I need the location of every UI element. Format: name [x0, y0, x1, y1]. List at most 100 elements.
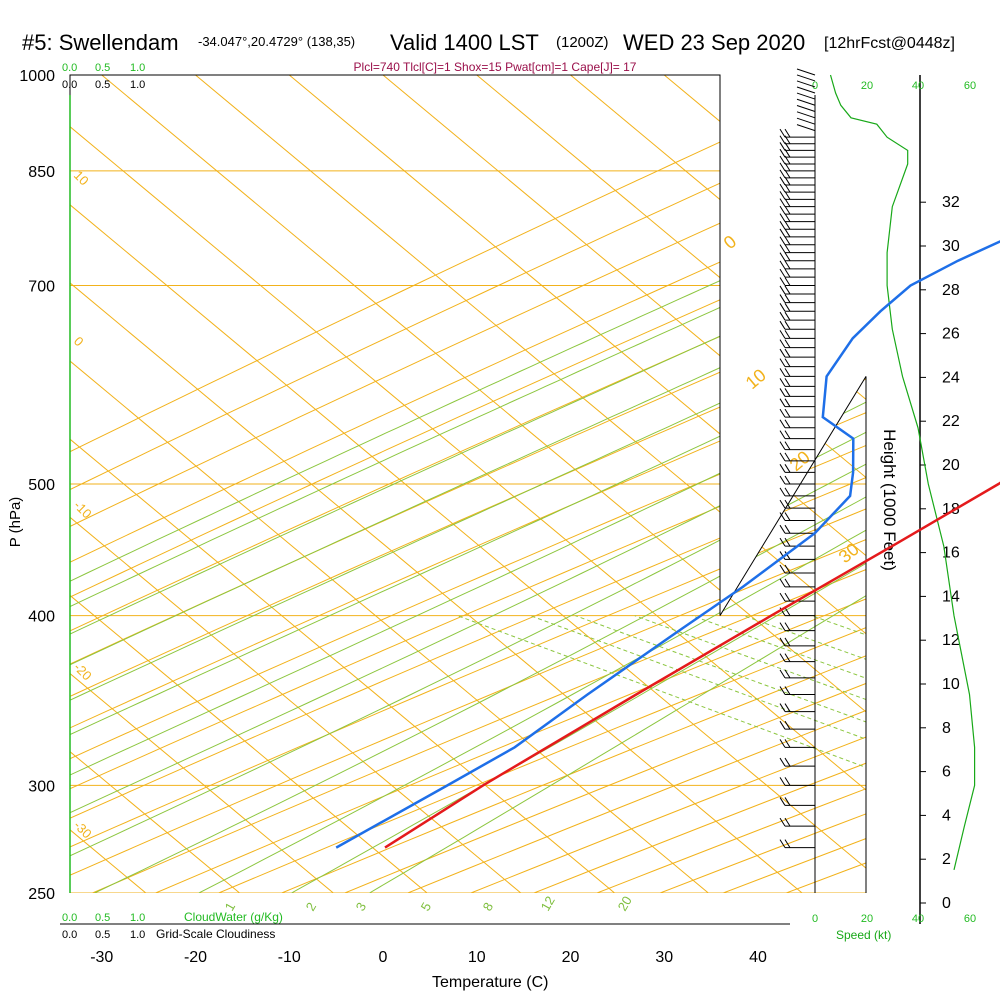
wind-barb-flag	[784, 686, 791, 695]
wind-barb-flag	[779, 512, 786, 521]
wind-barb-flag	[784, 330, 791, 339]
wind-barb	[796, 105, 816, 112]
moist-adiabat-line	[291, 75, 866, 893]
wind-barb-flag	[779, 330, 786, 339]
moist-adiabat-line	[70, 75, 866, 893]
wind-barb-flag	[784, 564, 791, 574]
height-tick-label: 32	[942, 194, 960, 211]
wind-barb-flag	[779, 268, 786, 278]
forecast-tag: [12hrFcst@0448z]	[824, 35, 955, 52]
wind-barb-flag	[779, 564, 786, 574]
height-tick-label: 24	[942, 369, 960, 386]
mixing-ratio-line	[691, 615, 866, 893]
wind-barb-flag	[779, 487, 786, 497]
dry-adiabat-line	[70, 75, 866, 893]
wind-barb-flag	[784, 720, 791, 730]
speed-tick-top: 20	[861, 80, 873, 92]
dry-adiabat-line	[70, 75, 866, 893]
wind-barb-flag	[779, 475, 786, 485]
wind-barb-flag	[784, 398, 791, 407]
wind-barb	[796, 117, 816, 125]
height-tick-label: 22	[942, 413, 960, 430]
wind-barb-flag	[784, 669, 791, 679]
dry-adiabat-label: -10	[71, 498, 95, 522]
isotherm-line	[70, 75, 240, 893]
wind-barb-flag	[779, 358, 786, 367]
wind-barb-flag	[779, 703, 786, 712]
wind-barb-flag	[779, 499, 786, 509]
wind-barb-flag	[779, 464, 786, 473]
wind-barb-flag	[779, 348, 786, 358]
wind-barb-flag	[784, 348, 791, 358]
wind-barb-flag	[779, 198, 786, 207]
wind-barb-flag	[784, 512, 791, 521]
wind-barb-flag	[784, 128, 791, 138]
dry-adiabat-line	[70, 75, 866, 893]
temperature-tick-label: 30	[655, 949, 673, 966]
wind-barb-flag	[784, 622, 791, 631]
wind-barb-flag	[779, 213, 786, 222]
wind-barb-flag	[784, 220, 791, 230]
wind-barb-flag	[784, 537, 791, 547]
wind-barb-flag	[784, 475, 791, 485]
wind-speed-line	[829, 74, 976, 871]
wind-barb-flag	[779, 578, 786, 588]
cloudiness-label: Grid-Scale Cloudiness	[156, 927, 275, 941]
mixing-ratio-label: 5	[418, 900, 435, 914]
wind-barb-flag	[779, 592, 786, 602]
station-coords: -34.047°,20.4729° (138,35)	[198, 34, 355, 49]
wind-barb-flag	[784, 205, 791, 215]
wind-barb-flag	[784, 169, 791, 179]
wind-barb-flag	[784, 817, 791, 827]
temperature-tick-label: -30	[90, 949, 113, 966]
wind-barb-flag	[779, 797, 786, 806]
cloudiness-scale-bottom: 1.0	[130, 929, 145, 941]
isotherm-line	[70, 75, 428, 893]
height-tick-label: 2	[942, 851, 951, 868]
mixing-ratio-label: 3	[353, 900, 370, 914]
wind-barb	[796, 92, 816, 100]
dry-adiabat-line	[70, 75, 866, 893]
wind-barb-flag	[784, 339, 791, 348]
cloudiness-scale-bottom: 0.0	[62, 929, 77, 941]
wind-barb-flag	[784, 419, 791, 429]
cloudwater-scale-top: 0.5	[95, 62, 110, 74]
wind-barb-flag	[779, 183, 786, 193]
wind-barb-flag	[779, 220, 786, 230]
wind-barb-flag	[784, 637, 791, 647]
mixing-ratio-label: 20	[615, 893, 635, 913]
wind-barb-flag	[779, 452, 786, 462]
wind-barb-flag	[784, 464, 791, 473]
wind-barb-flag	[784, 285, 791, 295]
wind-barb-flag	[784, 135, 791, 145]
moist-adiabat-line	[70, 75, 866, 893]
wind-barb-flag	[779, 339, 786, 348]
wind-barb-flag	[779, 720, 786, 730]
moist-adiabat-line	[70, 75, 866, 893]
wind-barb-flag	[779, 669, 786, 679]
isotherm-line	[195, 75, 866, 893]
wind-barb-flag	[779, 839, 786, 848]
wind-barb-flag	[784, 592, 791, 602]
wind-barb-flag	[784, 268, 791, 278]
cloudiness-scale-top: 1.0	[130, 79, 145, 91]
temperature-tick-label: 10	[468, 949, 486, 966]
valid-date: WED 23 Sep 2020	[623, 30, 805, 55]
wind-barb-flag	[779, 388, 786, 397]
wind-barb-flag	[784, 191, 791, 200]
temperature-line	[384, 481, 1000, 849]
cloudwater-scale-bottom: 0.5	[95, 912, 110, 924]
isotherm-line	[70, 75, 866, 893]
wind-barb-flag	[784, 388, 791, 397]
wind-barb-flag	[784, 441, 791, 450]
wind-barb-flag	[779, 430, 786, 439]
wind-barb-flag	[784, 260, 791, 270]
isotherm-line	[70, 75, 334, 893]
wind-barb-flag	[779, 135, 786, 145]
wind-barb	[796, 68, 816, 76]
height-tick-label: 30	[942, 238, 960, 255]
wind-barb-flag	[784, 757, 791, 767]
dry-adiabat-line	[70, 75, 866, 893]
wind-barb-flag	[784, 198, 791, 207]
